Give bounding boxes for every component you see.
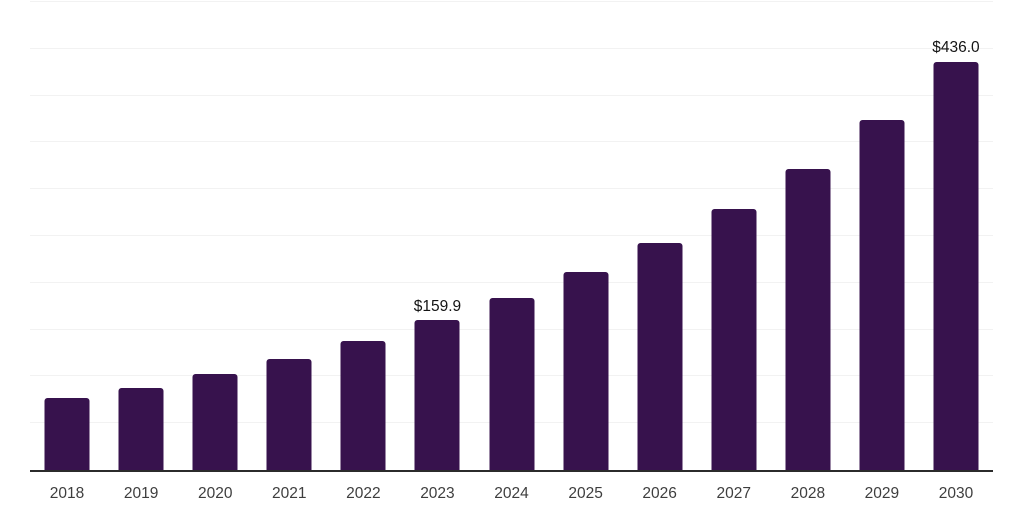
bar-band-2022 <box>326 2 400 470</box>
x-tick-label-2029: 2029 <box>864 485 900 502</box>
x-tick-label-2021: 2021 <box>272 485 307 502</box>
bar-2021 <box>266 359 312 470</box>
x-tick-label-2027: 2027 <box>716 485 751 502</box>
bar-2025 <box>563 271 609 470</box>
gridline <box>30 1 993 2</box>
bar-2023 <box>414 320 460 470</box>
bar-band-2025 <box>549 2 623 470</box>
bar-2027 <box>711 208 757 470</box>
bar-band-2021 <box>252 2 326 470</box>
bar-band-2019 <box>104 2 178 470</box>
x-tick-label-2018: 2018 <box>49 485 85 502</box>
bar-band-2026 <box>623 2 697 470</box>
bar-2028 <box>785 168 831 470</box>
bar-band-2028 <box>771 2 845 470</box>
gridline <box>30 281 993 283</box>
bar-2026 <box>637 242 683 470</box>
value-label-2030: $436.0 <box>932 39 980 57</box>
x-tick-label-2022: 2022 <box>346 485 381 502</box>
bar-band-2024 <box>474 2 548 470</box>
bar-2020 <box>192 373 238 470</box>
x-axis-line <box>30 470 993 472</box>
bar-2019 <box>118 388 164 470</box>
bar-band-2018 <box>30 2 104 470</box>
bar-band-2020 <box>178 2 252 470</box>
x-tick-label-2028: 2028 <box>790 485 826 502</box>
bars-container: $159.9 $436.0 <box>30 2 993 470</box>
x-tick-label-2025: 2025 <box>568 485 603 502</box>
x-axis-labels: 2018 2019 2020 2021 2022 2023 2024 2025 2026 2027… <box>30 485 993 502</box>
bar-2029 <box>859 119 905 470</box>
gridline <box>30 47 993 49</box>
x-tick-label-2023: 2023 <box>420 485 455 502</box>
bar-band-2027 <box>697 2 771 470</box>
plot-area: $159.9 $436.0 <box>30 1 993 470</box>
x-tick-label-2026: 2026 <box>642 485 677 502</box>
x-tick-label-2019: 2019 <box>123 485 159 502</box>
gridline <box>30 235 993 236</box>
bar-2018 <box>44 398 90 470</box>
x-tick-label-2020: 2020 <box>197 485 233 502</box>
gridline <box>30 94 993 96</box>
bar-band-2030: $436.0 <box>919 2 993 470</box>
x-tick-label-2030: 2030 <box>938 485 974 502</box>
gridline <box>30 188 993 190</box>
value-label-2023: $159.9 <box>413 297 462 315</box>
x-tick-label-2024: 2024 <box>494 485 529 502</box>
bar-2030 <box>933 61 979 470</box>
bar-2024 <box>489 297 534 470</box>
bar-band-2023: $159.9 <box>400 2 474 470</box>
bar-band-2029 <box>845 2 919 470</box>
gridline <box>30 141 993 143</box>
bar-2022 <box>340 341 386 470</box>
